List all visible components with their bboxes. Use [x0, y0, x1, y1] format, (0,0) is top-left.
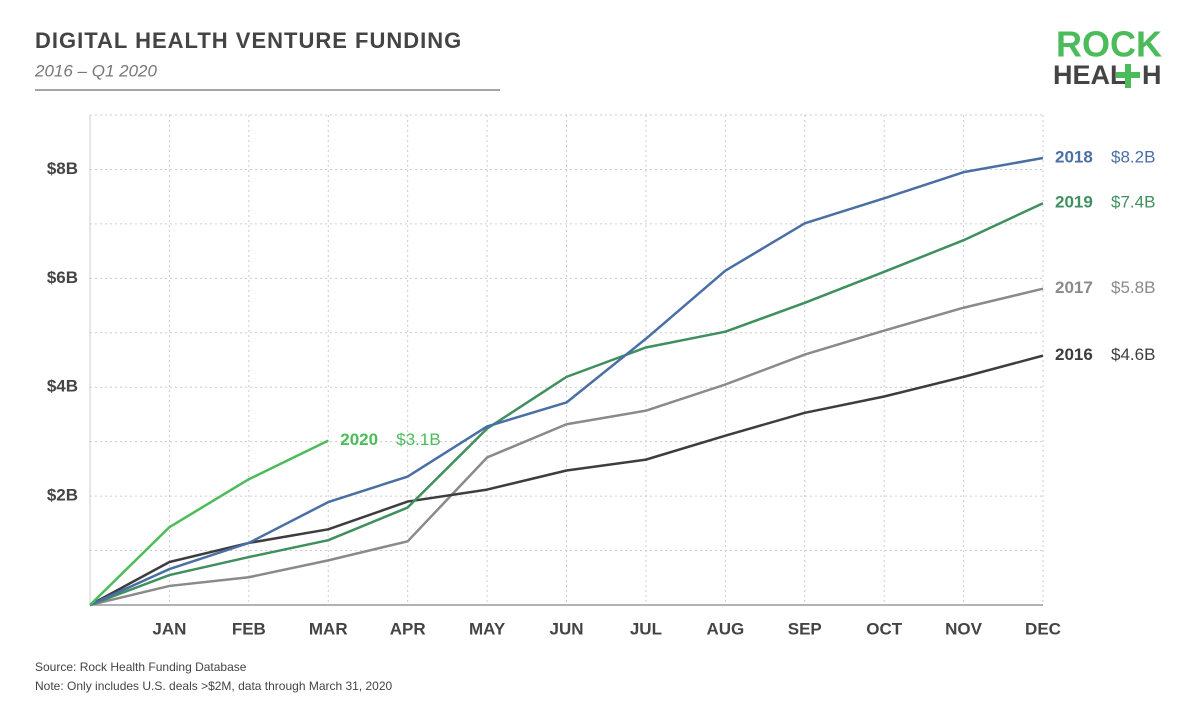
y-tick-label: $2B — [47, 486, 78, 505]
source-note: Source: Rock Health Funding Database — [35, 660, 247, 674]
logo-text: HEAL — [1053, 60, 1127, 90]
data-label: $8.2B — [1111, 147, 1155, 166]
x-tick-label: DEC — [1025, 619, 1061, 638]
y-tick-label: $8B — [47, 159, 78, 178]
logo-text: ROCK — [1056, 24, 1162, 65]
series-label: 2017 — [1055, 278, 1093, 297]
x-tick-label: AUG — [706, 619, 744, 638]
x-tick-label: NOV — [945, 619, 983, 638]
y-tick-label: $6B — [47, 268, 78, 287]
x-tick-label: JUL — [630, 619, 662, 638]
x-tick-label: MAY — [469, 619, 506, 638]
line-series — [89, 156, 1044, 607]
x-tick-label: FEB — [232, 619, 266, 638]
data-label: $3.1B — [396, 430, 440, 449]
x-tick-label: JUN — [549, 619, 583, 638]
logo-plus — [1116, 64, 1140, 88]
source-note: Note: Only includes U.S. deals >$2M, dat… — [35, 679, 393, 693]
line-series — [89, 439, 329, 606]
series-label: 2019 — [1055, 193, 1093, 212]
data-label: $5.8B — [1111, 278, 1155, 297]
chart-subtitle: 2016 – Q1 2020 — [34, 61, 157, 80]
x-tick-label: SEP — [788, 619, 822, 638]
x-tick-label: APR — [390, 619, 426, 638]
x-tick-label: OCT — [866, 619, 903, 638]
data-label: $7.4B — [1111, 193, 1155, 212]
series-label: 2016 — [1055, 345, 1093, 364]
line-series — [89, 202, 1044, 607]
x-tick-label: MAR — [309, 619, 348, 638]
line-series — [89, 287, 1044, 607]
y-tick-label: $4B — [47, 377, 78, 396]
chart-title: DIGITAL HEALTH VENTURE FUNDING — [35, 28, 462, 53]
data-label: $4.6B — [1111, 345, 1155, 364]
series-label: 2018 — [1055, 147, 1093, 166]
x-tick-label: JAN — [152, 619, 186, 638]
logo-text: H — [1142, 60, 1162, 90]
series-label: 2020 — [340, 430, 378, 449]
